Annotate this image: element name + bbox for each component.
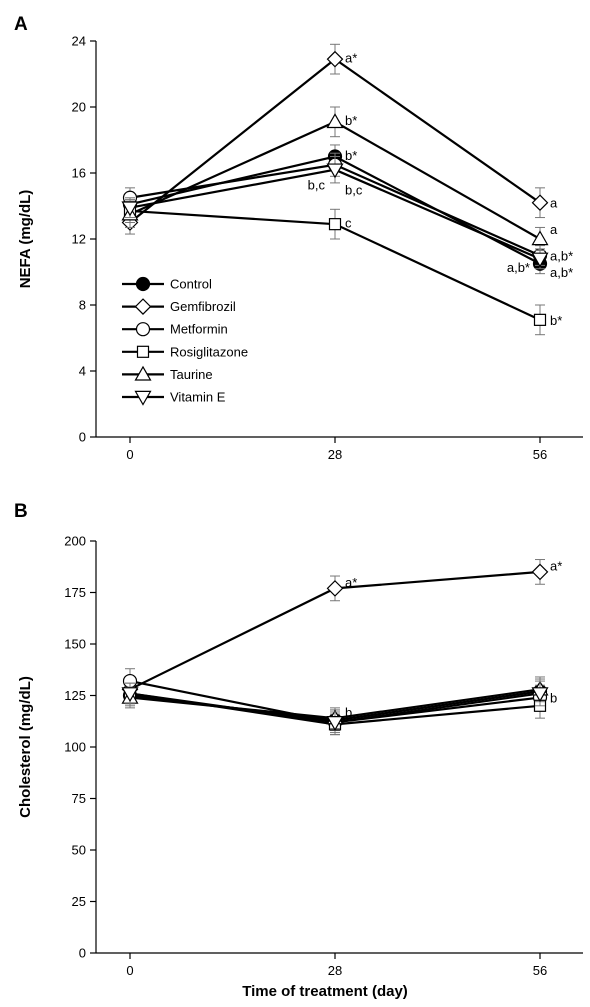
legend-label: Gemfibrozil bbox=[170, 299, 236, 314]
panel-b-y-tick-label: 200 bbox=[64, 534, 86, 549]
panel-b-x-tick-label: 28 bbox=[328, 963, 342, 978]
panel-b-y-tick-label: 125 bbox=[64, 688, 86, 703]
legend-item-rosiglitazone: Rosiglitazone bbox=[122, 344, 248, 359]
x-axis-title: Time of treatment (day) bbox=[242, 983, 408, 1000]
panel-b-letter: B bbox=[14, 501, 28, 522]
legend-marker-control bbox=[135, 276, 151, 292]
panel-b-y-tick-label: 0 bbox=[79, 946, 86, 961]
panel-a-point-taurine bbox=[326, 113, 344, 129]
panel-b-y-axis-title: Cholesterol (mg/dL) bbox=[17, 676, 34, 818]
panel-b-y-tick-label: 100 bbox=[64, 740, 86, 755]
panel-a-annotation: a,b* bbox=[550, 249, 573, 264]
panel-a-series-line-gemfibrozil bbox=[129, 57, 541, 224]
panel-a-point-gemfibrozil bbox=[531, 194, 549, 212]
legend-label: Control bbox=[170, 277, 212, 292]
panel-b-annotation: a* bbox=[550, 559, 562, 574]
legend-label: Vitamin E bbox=[170, 390, 226, 405]
panel-b-annotation: b bbox=[550, 691, 557, 706]
legend: Control Gemfibrozil Metformin Rosiglitazone… bbox=[122, 277, 248, 406]
panel-a-y-tick-label: 20 bbox=[72, 100, 86, 115]
panel-a-point-rosiglitazone bbox=[533, 313, 547, 326]
panel-b-point-gemfibrozil bbox=[531, 563, 549, 581]
panel-a-annotation: c bbox=[345, 216, 352, 231]
panel-a-annotation: a bbox=[550, 222, 558, 237]
panel-b-point-vitamin-e bbox=[531, 687, 549, 703]
panel-a-y-tick-label: 16 bbox=[72, 166, 86, 181]
panel-a-point-vitamin-e bbox=[531, 252, 549, 268]
panel-a-annotation: a* bbox=[345, 51, 357, 66]
legend-marker-taurine bbox=[134, 365, 152, 381]
panel-b-chart: 0 25 50 75 100 125 150 175 200 0 28 56 Cholesterol (… bbox=[17, 534, 583, 978]
legend-item-vitamin-e: Vitamin E bbox=[122, 390, 226, 406]
legend-label: Metformin bbox=[170, 322, 228, 337]
panel-a-y-tick-label: 12 bbox=[72, 232, 86, 247]
legend-item-control: Control bbox=[122, 277, 212, 292]
panel-a-point-vitamin-e bbox=[326, 163, 344, 179]
panel-a-annotation: a,b* bbox=[550, 265, 573, 280]
panel-a-letter: A bbox=[14, 14, 28, 35]
legend-marker-gemfibrozil bbox=[134, 298, 152, 315]
panel-a-chart: 0 4 8 12 16 20 24 0 28 56 NEFA (mg/dL) a* b* b* b,c b,c… bbox=[17, 34, 583, 462]
panel-a-point-rosiglitazone bbox=[328, 218, 342, 231]
panel-a-point-taurine bbox=[531, 230, 549, 246]
legend-marker-rosiglitazone bbox=[136, 345, 150, 358]
panel-b-y-tick-label: 75 bbox=[72, 791, 86, 806]
panel-b-point-vitamin-e bbox=[326, 716, 344, 731]
panel-b-y-tick-label: 175 bbox=[64, 585, 86, 600]
panel-a-y-tick-label: 0 bbox=[79, 430, 86, 445]
panel-a-x-tick-label: 0 bbox=[126, 447, 133, 462]
legend-marker-metformin bbox=[135, 322, 151, 337]
panel-a-annotation: b,c bbox=[308, 178, 326, 193]
panel-a-y-axis-title: NEFA (mg/dL) bbox=[17, 190, 34, 289]
panel-b-annotation: a* bbox=[345, 575, 357, 590]
panel-a-annotation: b* bbox=[345, 113, 357, 128]
legend-label: Rosiglitazone bbox=[170, 344, 248, 359]
panel-a-annotation: b,c bbox=[345, 183, 363, 198]
panel-a-y-tick-label: 24 bbox=[72, 34, 86, 49]
panel-a-annotation: b* bbox=[550, 313, 562, 328]
panel-b-annotation: b bbox=[345, 705, 352, 720]
panel-a-point-gemfibrozil bbox=[326, 50, 344, 68]
legend-item-taurine: Taurine bbox=[122, 365, 213, 382]
panel-a-y-tick-label: 8 bbox=[79, 298, 86, 313]
legend-item-metformin: Metformin bbox=[122, 322, 228, 337]
panel-a-annotation: a,b* bbox=[507, 260, 530, 275]
legend-item-gemfibrozil: Gemfibrozil bbox=[122, 298, 236, 315]
legend-label: Taurine bbox=[170, 367, 213, 382]
panel-b-y-tick-label: 25 bbox=[72, 894, 86, 909]
panel-b-y-tick-label: 150 bbox=[64, 637, 86, 652]
panel-b-y-tick-label: 50 bbox=[72, 843, 86, 858]
panel-b-point-gemfibrozil bbox=[326, 580, 344, 597]
panel-a-y-tick-label: 4 bbox=[79, 364, 86, 379]
panel-a-x-tick-label: 56 bbox=[533, 447, 547, 462]
panel-a-annotation: a bbox=[550, 196, 558, 211]
panel-a-point-vitamin-e bbox=[121, 201, 139, 217]
panel-b-point-vitamin-e bbox=[121, 687, 139, 703]
legend-marker-vitamin-e bbox=[134, 390, 152, 406]
panel-a-annotation: b* bbox=[345, 148, 357, 163]
panel-a-x-tick-label: 28 bbox=[328, 447, 342, 462]
panel-b-x-tick-label: 56 bbox=[533, 963, 547, 978]
panel-b-x-tick-label: 0 bbox=[126, 963, 133, 978]
